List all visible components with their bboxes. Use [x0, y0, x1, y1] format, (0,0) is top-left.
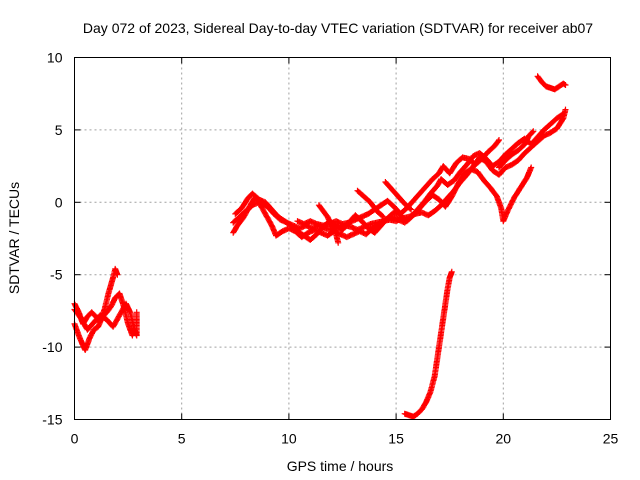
data-series	[354, 187, 387, 220]
plot-frame	[74, 57, 611, 420]
x-tick-label: 10	[281, 431, 297, 447]
y-tick-label: -5	[50, 267, 63, 283]
x-tick-label: 25	[603, 431, 619, 447]
x-tick-label: 0	[71, 431, 79, 447]
data-series	[496, 128, 537, 171]
x-tick-label: 20	[496, 431, 512, 447]
x-axis-label: GPS time / hours	[287, 458, 394, 474]
y-tick-label: 5	[55, 122, 63, 138]
x-tick-label: 5	[178, 431, 186, 447]
y-tick-label: 0	[55, 194, 63, 210]
y-tick-label: -10	[42, 339, 62, 355]
data-series	[401, 268, 455, 420]
grid	[74, 57, 611, 420]
y-tick-label: -15	[42, 412, 62, 428]
data-series	[382, 179, 415, 213]
axis-ticks: 0 5 10 15 20 25 -15 -10 -5 0 5 10	[42, 50, 618, 447]
data-points	[71, 73, 569, 420]
chart-title: Day 072 of 2023, Sidereal Day-to-day VTE…	[83, 20, 593, 36]
y-axis-label: SDTVAR / TECUs	[6, 182, 22, 294]
data-series	[534, 73, 569, 93]
y-tick-label: 10	[47, 50, 63, 66]
data-series	[315, 202, 342, 246]
x-tick-label: 15	[388, 431, 404, 447]
